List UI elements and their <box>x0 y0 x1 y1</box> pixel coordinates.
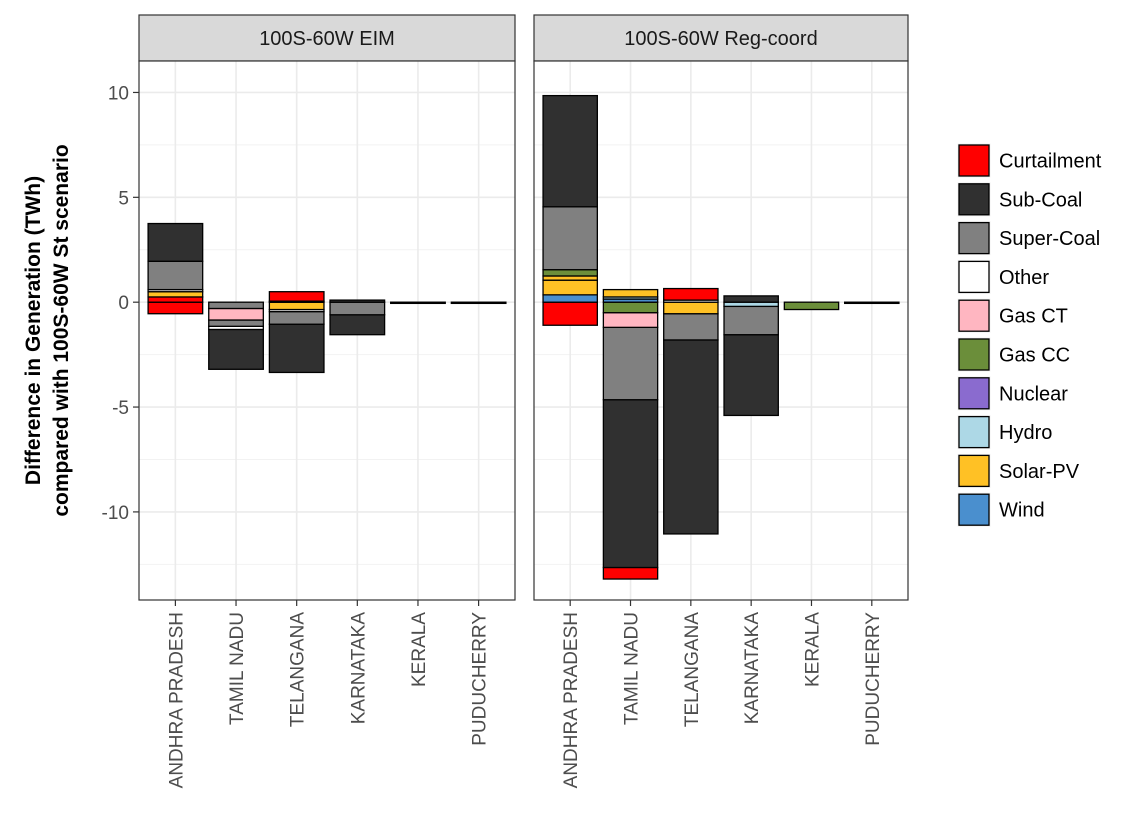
panel-1-bar-karnataka-sub-coal <box>329 299 386 303</box>
panel-1-bar-andhra-pradesh-solar-pv <box>147 291 204 298</box>
panel-1-bar-andhra-pradesh-sub-coal <box>147 222 204 262</box>
panel-2-bar-andhra-pradesh-sub-coal <box>542 94 598 208</box>
panel-2-xtick-label-karnataka: KARNATAKA <box>742 612 763 725</box>
panel-2-bar-andhra-pradesh-gas-cc <box>542 269 598 277</box>
legend-label-gas-cc: Gas CC <box>999 345 1070 367</box>
panel-2-bar-puducherry-sub-coal <box>844 301 900 305</box>
panel-1-bar-andhra-pradesh-super-coal <box>147 260 204 291</box>
legend-label-sub-coal: Sub-Coal <box>999 189 1082 211</box>
legend-swatch-solar-pv <box>958 454 990 488</box>
legend-label-gas-ct: Gas CT <box>999 306 1068 328</box>
panel-2-xtick-label-telangana: TELANGANA <box>682 612 703 727</box>
panel-2-border <box>533 60 909 601</box>
legend-swatch-gas-cc <box>958 338 990 371</box>
panel-2-bar-tamil-nadu-gas-ct <box>602 312 659 329</box>
panel-1-title: 100S-60W EIM <box>259 28 395 50</box>
panel-1-xtick-label-tamil-nadu: TAMIL NADU <box>227 612 248 725</box>
legend-label-nuclear: Nuclear <box>999 383 1068 405</box>
panel-2-bar-tamil-nadu-gas-cc <box>602 301 659 314</box>
panel-2-bar-kerala-gas-cc <box>783 301 840 311</box>
panel-1-bar-tamil-nadu-super-coal <box>208 301 264 310</box>
panel-2-bar-andhra-pradesh-super-coal <box>542 206 598 271</box>
legend-swatch-nuclear <box>958 377 990 410</box>
panel-2-bar-karnataka-super-coal <box>723 305 779 336</box>
legend-label-solar-pv: Solar-PV <box>999 461 1080 483</box>
panel-2-bar-karnataka-sub-coal <box>723 295 779 303</box>
legend-swatch-hydro <box>958 415 990 449</box>
panel-1-bar-karnataka-super-coal <box>329 301 386 316</box>
panel-2-xtick-label-tamil-nadu: TAMIL NADU <box>622 612 643 725</box>
panel-1-xtick-label-telangana: TELANGANA <box>288 612 309 727</box>
panel-1-bar-andhra-pradesh-curtailment <box>147 296 204 303</box>
panel-1-border <box>138 60 516 601</box>
ytick-label-0: 0 <box>118 293 129 314</box>
panel-1-xtick-label-kerala: KERALA <box>409 612 430 687</box>
panel-1-xtick-label-karnataka: KARNATAKA <box>348 612 369 725</box>
panel-1-bar-telangana-sub-coal <box>268 323 325 374</box>
legend-label-wind: Wind <box>999 500 1045 522</box>
panel-1-background <box>139 61 515 600</box>
panel-2-bar-andhra-pradesh-curtailment <box>542 301 598 326</box>
panel-1-bar-telangana-super-coal <box>268 310 325 325</box>
ytick-label-5: -5 <box>112 398 129 419</box>
panel-2-title: 100S-60W Reg-coord <box>624 28 817 50</box>
ytick-label-10: 10 <box>108 83 129 104</box>
panel-1-bar-andhra-pradesh-curtailment <box>147 301 204 315</box>
panel-2-bar-tamil-nadu-super-coal <box>602 326 659 401</box>
legend-swatch-other <box>958 260 990 294</box>
legend-swatch-sub-coal <box>958 183 990 216</box>
panel-1-xtick-label-puducherry: PUDUCHERRY <box>470 612 491 746</box>
panel-2-bar-tamil-nadu-sub-coal <box>602 399 659 569</box>
panel-1-bar-karnataka-sub-coal <box>329 314 386 336</box>
panel-2-xtick-label-puducherry: PUDUCHERRY <box>863 612 884 746</box>
panel-1-bar-telangana-curtailment <box>268 291 325 302</box>
panel-1-bar-telangana-solar-pv <box>268 301 325 311</box>
ytick-label-5: 5 <box>118 188 129 209</box>
panel-1-bar-tamil-nadu-sub-coal <box>208 328 264 370</box>
legend-swatch-wind <box>958 493 990 526</box>
legend-label-curtailment: Curtailment <box>999 151 1102 173</box>
panel-2-bar-telangana-curtailment <box>663 287 719 301</box>
panel-2-bar-telangana-solar-pv <box>663 301 719 315</box>
panel-1-strip <box>138 14 516 62</box>
legend-label-super-coal: Super-Coal <box>999 228 1100 250</box>
legend-swatch-gas-ct <box>958 299 990 332</box>
panel-2-bar-tamil-nadu-solar-pv <box>602 288 659 298</box>
panel-1-bar-tamil-nadu-gas-ct <box>208 307 264 321</box>
panel-2-bar-andhra-pradesh-solar-pv <box>542 279 598 296</box>
panel-2-bar-karnataka-sub-coal <box>723 334 779 417</box>
panel-2-strip <box>533 14 909 62</box>
legend-swatch-curtailment <box>958 144 990 177</box>
legend-swatch-super-coal <box>958 221 990 255</box>
panel-1-bar-tamil-nadu-super-coal <box>208 319 264 327</box>
panel-1-bar-kerala-sub-coal <box>390 301 446 305</box>
panel-2-xtick-label-kerala: KERALA <box>802 612 823 687</box>
y-axis-title-line: Difference in Generation (TWh) <box>22 176 45 485</box>
panel-1-bar-puducherry-sub-coal <box>450 301 507 305</box>
panel-2-bar-telangana-sub-coal <box>663 339 719 535</box>
panel-1-xtick-label-andhra-pradesh: ANDHRA PRADESH <box>166 612 187 788</box>
ytick-label-10: -10 <box>102 503 129 524</box>
panel-2-bar-telangana-super-coal <box>663 313 719 341</box>
y-axis-title-line: compared with 100S-60W St scenario <box>50 144 73 516</box>
legend-label-hydro: Hydro <box>999 422 1052 444</box>
y-axis-title: Difference in Generation (TWh) compared w… <box>22 144 73 516</box>
panel-2-xtick-label-andhra-pradesh: ANDHRA PRADESH <box>561 612 582 788</box>
panel-2-bar-andhra-pradesh-wind <box>542 294 598 303</box>
panel-2-bar-tamil-nadu-curtailment <box>602 566 659 580</box>
legend-label-other: Other <box>999 267 1049 289</box>
